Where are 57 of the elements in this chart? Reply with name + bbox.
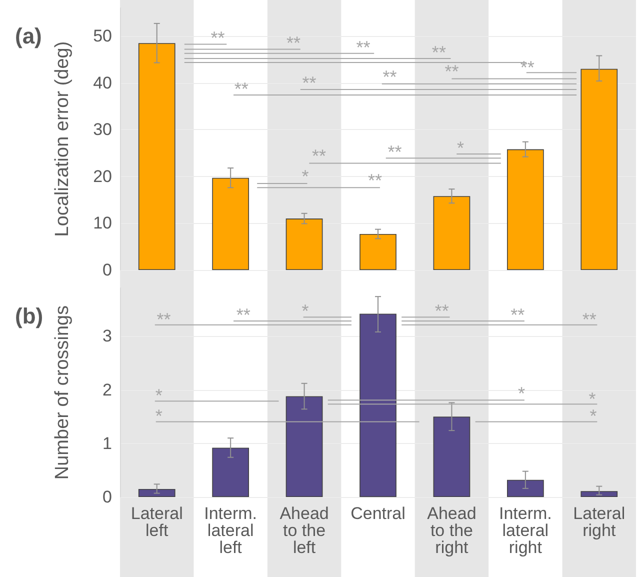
bar	[360, 314, 396, 497]
annotation: *	[518, 383, 526, 404]
annotation: **	[520, 58, 534, 78]
bar	[507, 149, 544, 270]
annotation: **	[234, 78, 248, 99]
annotation: *	[302, 301, 309, 322]
annotation: **	[210, 28, 225, 48]
annotation: **	[312, 146, 326, 166]
annotation: *	[302, 166, 309, 186]
y-axis-title: Number of crossings	[52, 305, 73, 480]
bar	[580, 68, 618, 270]
y-axis-title: Localization error (deg)	[52, 41, 73, 237]
text: (b)	[15, 304, 44, 328]
x-tick-label: Lateral right	[573, 504, 626, 540]
annotation: **	[156, 310, 171, 330]
y-tick-label: 0	[102, 260, 112, 280]
annotation: **	[582, 310, 596, 330]
x-tick-label: Interm. lateral right	[498, 504, 552, 557]
annotation: **	[302, 72, 316, 93]
annotation: **	[510, 305, 525, 326]
y-tick-label: 10	[93, 214, 112, 233]
bar	[580, 491, 618, 497]
x-tick-label: Lateral left	[130, 504, 183, 540]
x-tick-label: Ahead to the right	[427, 504, 476, 557]
annotation: **	[236, 305, 250, 326]
y-tick-label: 2	[102, 380, 112, 400]
annotation: **	[432, 42, 446, 62]
bar	[212, 448, 249, 497]
annotation: **	[434, 301, 449, 322]
text: (a)	[15, 24, 42, 48]
x-tick-label: Central	[350, 504, 406, 523]
y-tick-label: 40	[93, 73, 112, 92]
x-tick-label: Interm. lateral left	[204, 504, 258, 557]
y-tick-label: 3	[102, 326, 112, 346]
bar	[360, 234, 396, 270]
annotation: **	[444, 62, 459, 82]
annotation: *	[457, 138, 464, 158]
bar	[433, 416, 470, 497]
annotation: **	[356, 37, 370, 58]
x-tick-label: Ahead to the left	[280, 504, 329, 557]
annotation: *	[155, 385, 162, 406]
bar	[286, 218, 323, 270]
annotation: **	[368, 170, 382, 190]
y-tick-label: 1	[102, 434, 112, 453]
y-tick-label: 0	[102, 488, 112, 506]
y-tick-label: 20	[93, 166, 112, 186]
annotation: **	[382, 66, 397, 87]
annotation: **	[286, 33, 300, 54]
bar	[138, 488, 176, 497]
bar	[212, 178, 249, 270]
annotation: **	[388, 142, 402, 162]
y-tick-label: 50	[93, 26, 112, 46]
y-tick-label: 30	[93, 120, 112, 140]
annotation: *	[155, 406, 162, 426]
bar	[433, 196, 470, 270]
bar	[286, 396, 323, 497]
bar	[507, 480, 544, 497]
